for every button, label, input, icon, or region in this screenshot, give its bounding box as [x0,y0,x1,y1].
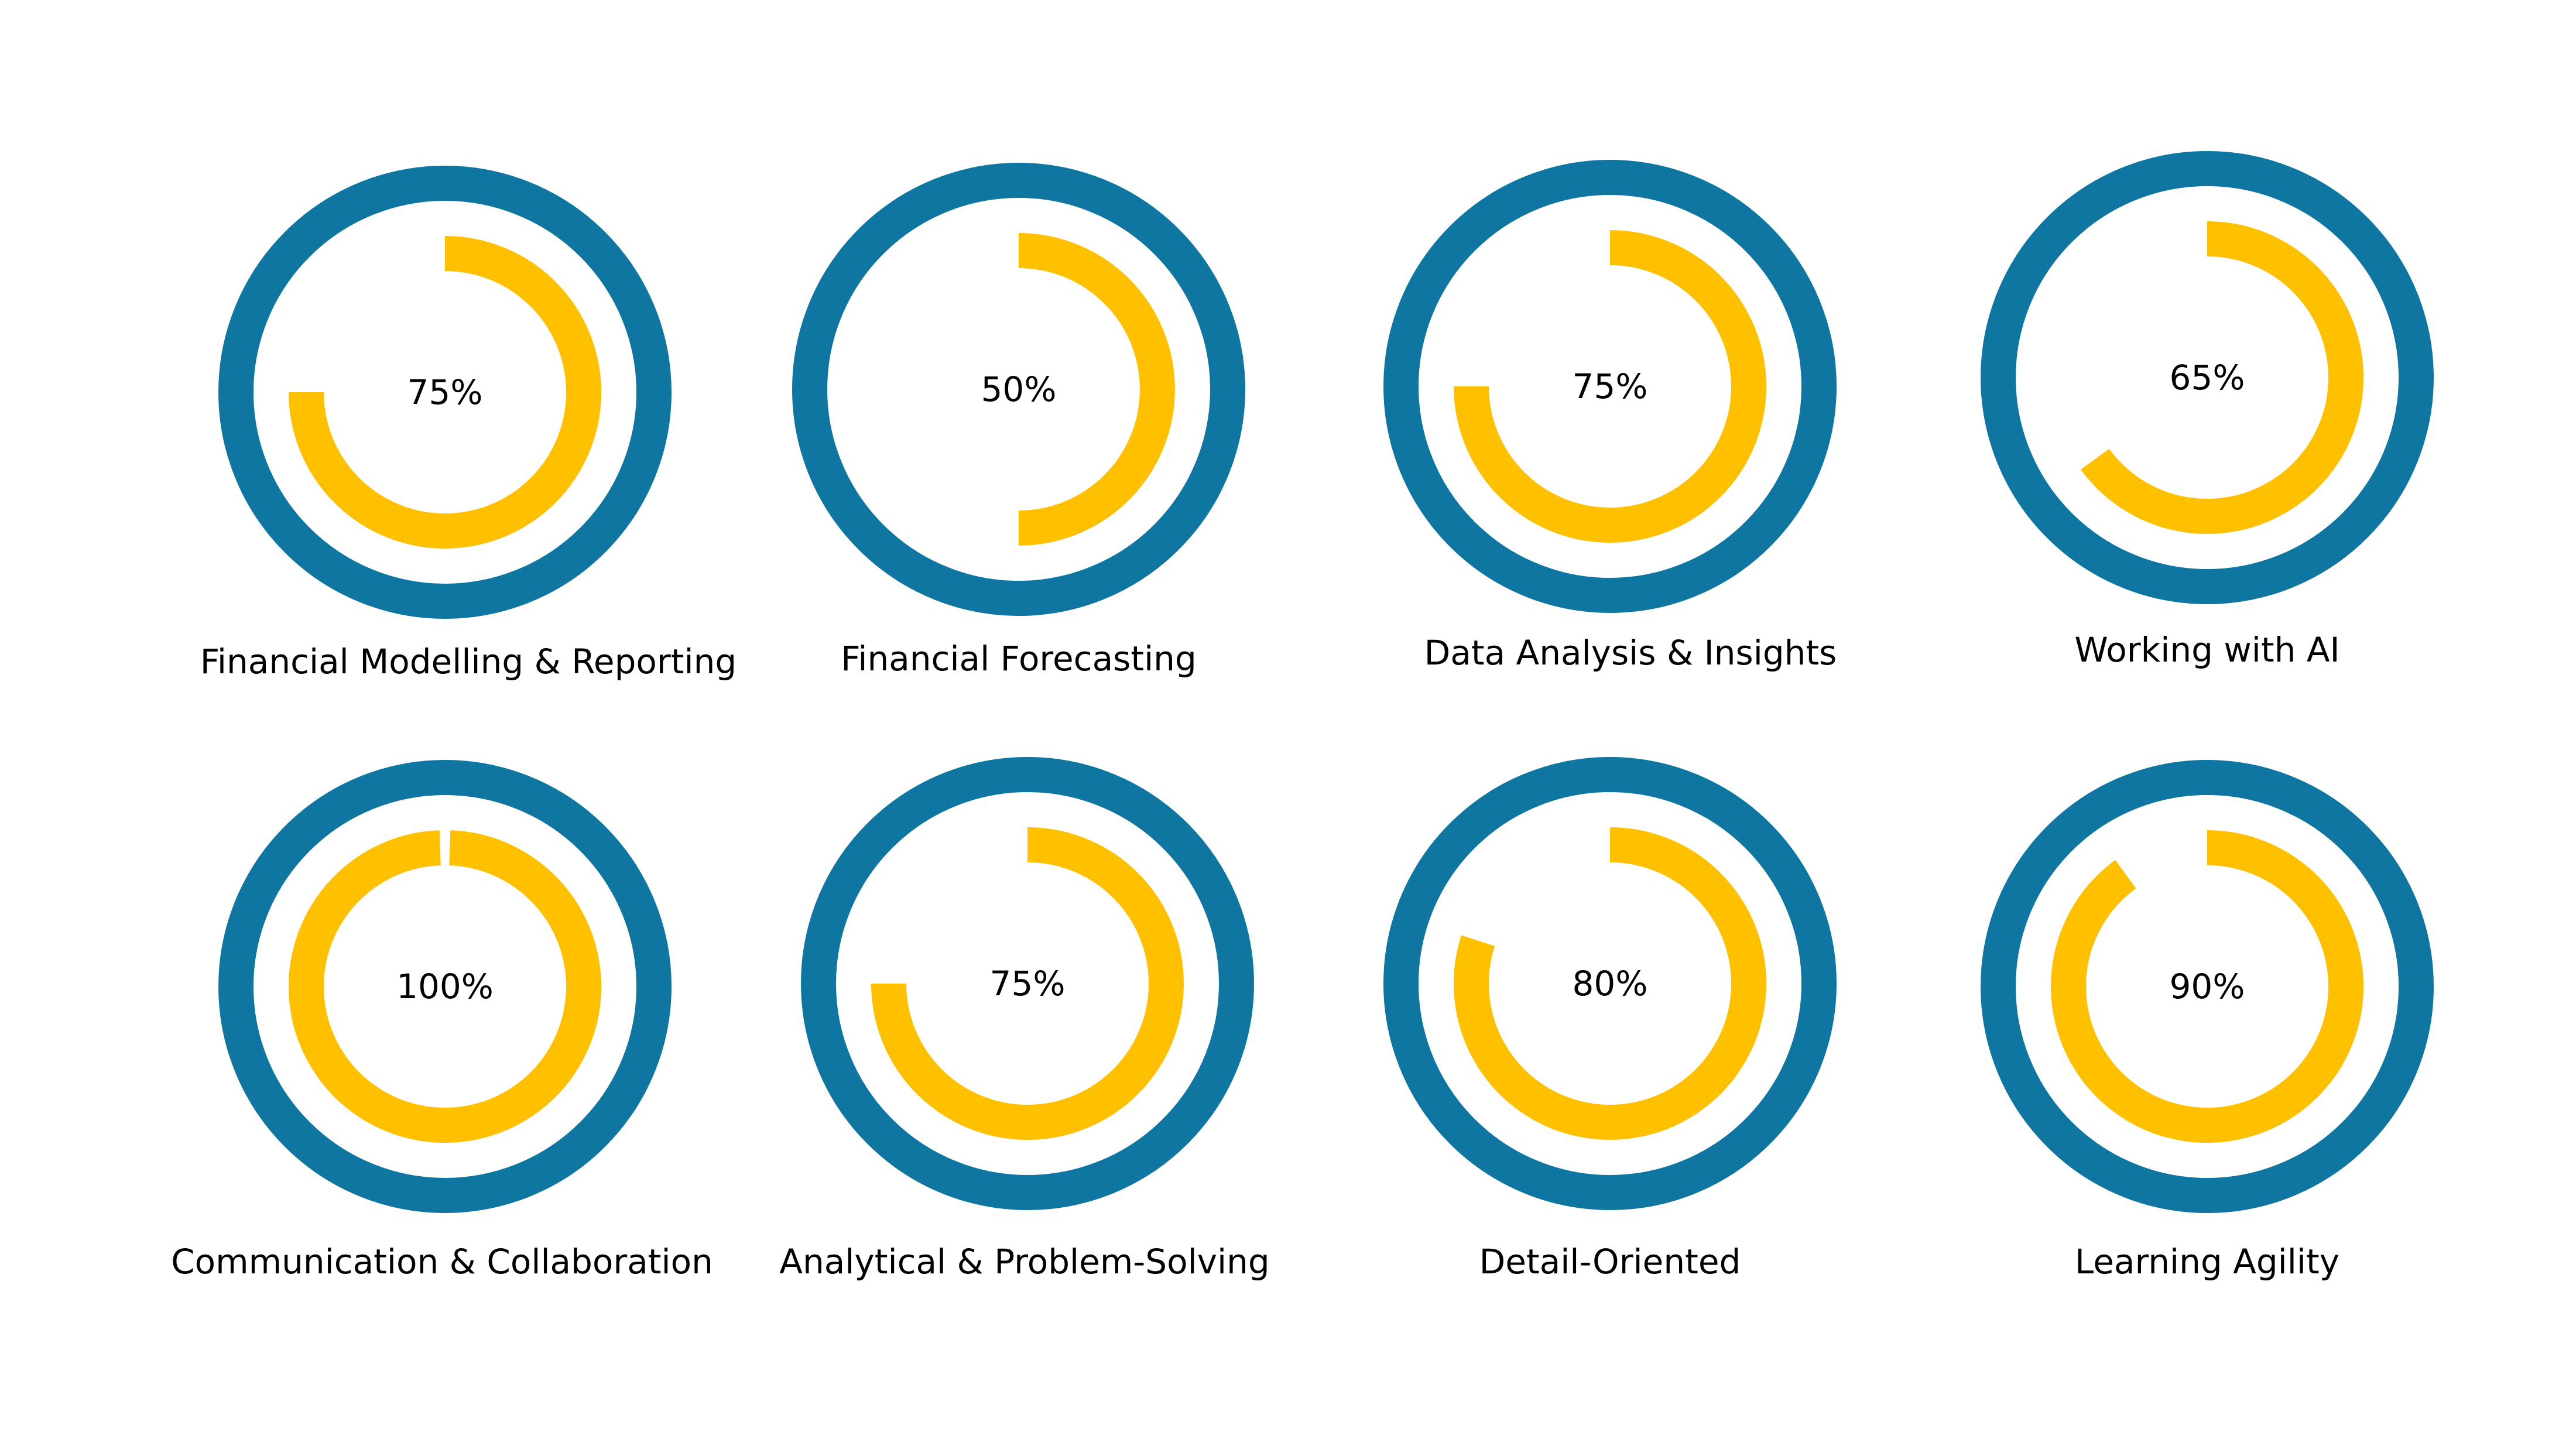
outer-ring [801,757,1254,1210]
outer-ring [1981,760,2434,1213]
gauge-financial-modelling-reporting: 75% Financial Modelling & Reporting [200,166,737,681]
progress-arc [289,830,601,1143]
skill-label: Analytical & Problem-Solving [779,1242,1269,1282]
gauge-detail-oriented: 80% Detail-Oriented [1383,757,1837,1282]
skill-label: Communication & Collaboration [171,1242,713,1282]
outer-ring [792,163,1245,616]
skill-label: Learning Agility [2075,1242,2339,1282]
progress-arc [1454,230,1766,543]
progress-arc [289,236,601,549]
progress-arc [1454,827,1766,1140]
skill-label: Data Analysis & Insights [1424,633,1837,673]
percentage-label: 100% [396,967,494,1006]
outer-ring [218,166,672,619]
progress-arc [871,827,1184,1140]
outer-ring [1383,160,1837,613]
percentage-label: 50% [981,369,1057,409]
percentage-label: 65% [2170,358,2245,398]
percentage-label: 80% [1573,964,1648,1003]
gauge-analytical-problem-solving: 75% Analytical & Problem-Solving [779,757,1270,1282]
skill-label: Financial Modelling & Reporting [200,642,737,681]
percentage-label: 75% [990,964,1066,1003]
progress-arc [1018,233,1175,546]
outer-ring [218,760,672,1213]
percentage-label: 90% [2170,967,2245,1006]
progress-arc [2081,221,2363,534]
gauge-communication-collaboration: 100% Communication & Collaboration [171,760,713,1282]
skill-label: Detail-Oriented [1479,1242,1741,1282]
percentage-label: 75% [1573,366,1648,406]
skill-label: Financial Forecasting [841,639,1197,679]
gauge-financial-forecasting: 50% Financial Forecasting [792,163,1245,679]
gauge-working-with-ai: 65% Working with AI [1981,151,2434,670]
outer-ring [1383,757,1837,1210]
progress-arc [2051,830,2363,1143]
gauge-data-analysis-insights: 75% Data Analysis & Insights [1383,160,1837,673]
gauge-learning-agility: 90% Learning Agility [1981,760,2434,1282]
skill-label: Working with AI [2074,630,2339,670]
outer-ring [1981,151,2434,604]
percentage-label: 75% [407,372,483,412]
